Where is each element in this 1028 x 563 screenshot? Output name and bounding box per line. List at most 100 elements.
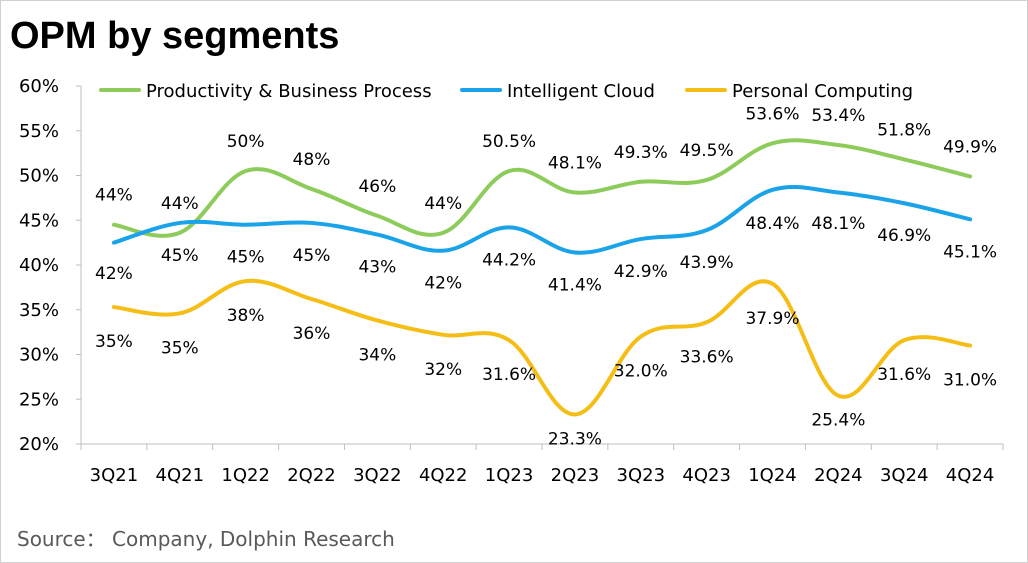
data-label: 25.4% bbox=[811, 411, 865, 431]
legend-label: Intelligent Cloud bbox=[507, 81, 655, 102]
y-tick-label: 55% bbox=[19, 121, 59, 142]
data-label: 49.5% bbox=[680, 141, 734, 161]
x-tick-label: 3Q21 bbox=[90, 465, 139, 486]
x-tick-label: 1Q22 bbox=[221, 465, 270, 486]
source-note: Source： Company, Dolphin Research bbox=[17, 527, 395, 551]
data-point bbox=[441, 333, 445, 337]
data-label: 49.9% bbox=[943, 137, 997, 157]
y-tick-label: 25% bbox=[19, 389, 59, 410]
data-label: 44% bbox=[95, 186, 133, 206]
data-label: 53.6% bbox=[745, 104, 799, 124]
x-tick-label: 2Q22 bbox=[287, 465, 336, 486]
data-point bbox=[771, 282, 774, 286]
data-point bbox=[310, 221, 313, 225]
data-point bbox=[968, 344, 972, 348]
x-tick-label: 3Q24 bbox=[880, 465, 929, 486]
series-line-2 bbox=[111, 278, 973, 417]
y-tick-label: 35% bbox=[19, 300, 59, 321]
data-point bbox=[639, 237, 643, 241]
y-tick-label: 45% bbox=[19, 210, 59, 231]
data-label: 50% bbox=[227, 132, 265, 152]
data-label: 46.9% bbox=[877, 226, 931, 246]
series-line-0 bbox=[111, 138, 973, 238]
data-label: 43.9% bbox=[680, 253, 734, 273]
data-label: 48.1% bbox=[548, 154, 602, 174]
x-tick-label: 3Q23 bbox=[617, 465, 666, 486]
data-label: 44% bbox=[424, 194, 462, 214]
data-label: 44.2% bbox=[482, 250, 536, 270]
data-label: 44% bbox=[161, 194, 199, 214]
data-point bbox=[639, 180, 643, 184]
y-tick-label: 40% bbox=[19, 255, 59, 276]
data-point bbox=[968, 217, 972, 221]
data-label: 42% bbox=[95, 264, 133, 284]
data-point bbox=[375, 318, 379, 322]
data-label: 35% bbox=[161, 338, 199, 358]
data-point bbox=[836, 143, 840, 147]
data-label: 36% bbox=[293, 324, 331, 344]
data-label: 37.9% bbox=[745, 309, 799, 329]
legend-label: Productivity & Business Process bbox=[146, 81, 432, 102]
data-label: 32.0% bbox=[614, 362, 668, 382]
x-tick-label: 1Q24 bbox=[748, 465, 797, 486]
data-label: 45.1% bbox=[943, 242, 997, 262]
data-point bbox=[705, 178, 709, 182]
data-point bbox=[112, 223, 116, 227]
data-label: 49.3% bbox=[614, 143, 668, 163]
data-point bbox=[375, 233, 379, 237]
data-point bbox=[573, 191, 577, 195]
data-label: 48.4% bbox=[745, 214, 799, 234]
data-label: 53.4% bbox=[811, 106, 865, 126]
x-tick-label: 2Q23 bbox=[551, 465, 600, 486]
data-label: 45% bbox=[227, 248, 265, 268]
data-label: 31.6% bbox=[482, 365, 536, 385]
data-label: 46% bbox=[358, 177, 396, 197]
x-tick-label: 2Q24 bbox=[814, 465, 863, 486]
data-label: 42.9% bbox=[614, 262, 668, 282]
data-point bbox=[507, 169, 511, 173]
data-label: 48% bbox=[293, 150, 331, 170]
data-point bbox=[310, 187, 313, 191]
x-tick-label: 4Q21 bbox=[156, 465, 205, 486]
data-label: 45% bbox=[161, 246, 199, 266]
data-point bbox=[441, 249, 445, 253]
x-tick-label: 3Q22 bbox=[353, 465, 402, 486]
data-label: 50.5% bbox=[482, 132, 536, 152]
data-label: 33.6% bbox=[680, 347, 734, 367]
data-point bbox=[573, 412, 577, 416]
data-point bbox=[178, 311, 182, 315]
x-tick-label: 4Q22 bbox=[419, 465, 468, 486]
data-label: 32% bbox=[424, 360, 462, 380]
data-point bbox=[244, 223, 248, 227]
y-tick-label: 20% bbox=[19, 434, 59, 455]
data-point bbox=[836, 191, 840, 195]
y-tick-label: 50% bbox=[19, 166, 59, 187]
data-label: 35% bbox=[95, 332, 133, 352]
data-point bbox=[507, 338, 511, 342]
data-point bbox=[902, 201, 906, 205]
data-point bbox=[310, 297, 313, 301]
data-point bbox=[375, 214, 379, 218]
data-point bbox=[705, 228, 709, 232]
data-point bbox=[639, 335, 643, 339]
data-point bbox=[705, 320, 709, 324]
data-point bbox=[244, 279, 248, 283]
y-tick-label: 60% bbox=[19, 76, 59, 97]
data-point bbox=[573, 250, 577, 254]
data-point bbox=[968, 174, 972, 178]
data-label: 34% bbox=[358, 345, 396, 365]
data-point bbox=[178, 221, 182, 225]
data-point bbox=[836, 394, 840, 398]
data-label: 43% bbox=[358, 258, 396, 278]
data-point bbox=[902, 338, 906, 342]
data-point bbox=[507, 225, 511, 229]
data-label: 48.1% bbox=[811, 214, 865, 234]
data-point bbox=[902, 157, 906, 161]
data-point bbox=[771, 141, 774, 145]
data-point bbox=[112, 305, 116, 309]
x-tick-label: 4Q24 bbox=[946, 465, 995, 486]
data-label: 42% bbox=[424, 274, 462, 294]
data-point bbox=[244, 169, 248, 173]
